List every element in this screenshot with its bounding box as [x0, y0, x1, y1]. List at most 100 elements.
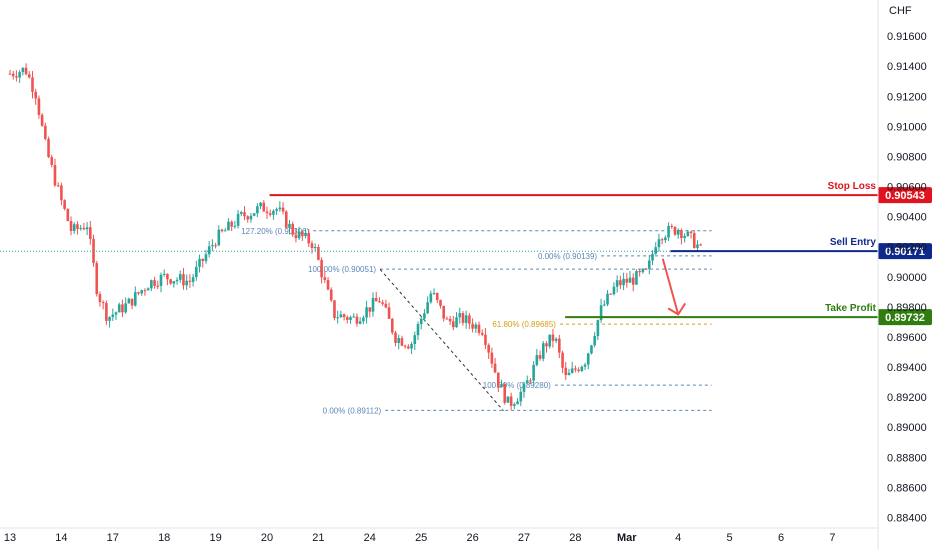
- x-tick-label: 7: [829, 532, 835, 544]
- candle-body: [188, 280, 192, 282]
- candle-body: [468, 315, 471, 324]
- y-tick-label: 0.88600: [887, 482, 927, 494]
- candle-body: [8, 73, 12, 75]
- candle-body: [419, 318, 423, 325]
- candle-body: [545, 343, 548, 347]
- candle-body: [166, 273, 169, 280]
- candle-body: [297, 231, 301, 239]
- candle-body: [654, 247, 658, 254]
- candle-body: [429, 293, 433, 303]
- candle-body: [561, 352, 564, 368]
- candle-body: [590, 345, 593, 354]
- price-badge-label: 0.90171: [885, 246, 925, 258]
- candle-body: [346, 317, 349, 320]
- candle-body: [284, 211, 288, 228]
- candle-body: [326, 280, 330, 290]
- candle-body: [333, 300, 336, 319]
- candle-body: [503, 384, 507, 403]
- candle-body: [525, 380, 529, 384]
- candle-body: [101, 302, 105, 304]
- candle-body: [37, 98, 41, 115]
- candle-body: [304, 232, 307, 237]
- y-tick-label: 0.89800: [887, 302, 927, 314]
- fib-level-label: 0.00% (0.90139): [538, 252, 597, 261]
- candle-body: [673, 226, 677, 235]
- x-tick-label: 4: [675, 532, 681, 544]
- x-tick-label: 25: [415, 532, 427, 544]
- candle-body: [127, 298, 131, 304]
- y-tick-label: 0.91600: [887, 31, 927, 43]
- candle-body: [262, 202, 266, 212]
- candle-body: [69, 221, 73, 231]
- candle-body: [535, 355, 539, 365]
- y-tick-label: 0.90600: [887, 182, 927, 194]
- price-badge: [878, 309, 932, 326]
- candle-body: [593, 336, 596, 346]
- candle-body: [143, 290, 147, 292]
- candle-body: [442, 305, 445, 319]
- x-tick-label: Mar: [617, 532, 637, 544]
- candle-body: [426, 302, 429, 314]
- candle-body: [606, 293, 609, 305]
- trade-levels: Stop Loss 0.90543 Sell Entry 0.90171 Take Pr…: [0, 181, 932, 326]
- x-tick-label: 6: [778, 532, 784, 544]
- candle-body: [683, 235, 686, 239]
- candle-body: [506, 396, 510, 403]
- candle-body: [532, 364, 535, 381]
- candle-body: [223, 230, 227, 232]
- candle-body: [259, 202, 262, 207]
- candle-body: [381, 302, 384, 304]
- candle-body: [137, 292, 140, 294]
- candle-body: [558, 338, 561, 353]
- candle-body: [336, 317, 339, 319]
- projection-arrow: [661, 258, 680, 315]
- candle-body: [227, 221, 230, 231]
- candle-body: [609, 293, 613, 295]
- candle-body: [564, 367, 568, 376]
- candle-body: [130, 298, 134, 306]
- candle-body: [551, 334, 555, 341]
- candle-body: [484, 334, 487, 345]
- candle-body: [529, 380, 532, 382]
- x-tick-label: 5: [727, 532, 733, 544]
- candle-body: [349, 317, 352, 320]
- trade-level-name: Stop Loss: [828, 181, 877, 192]
- x-tick-label: 18: [158, 532, 170, 544]
- candle-body: [24, 67, 28, 75]
- candle-body: [403, 345, 407, 347]
- candle-body: [191, 277, 195, 282]
- candle-body: [400, 338, 404, 346]
- candle-body: [416, 324, 420, 336]
- fib-level-label: 127.20% (0.90306): [241, 227, 309, 236]
- candle-body: [439, 300, 442, 306]
- candle-body: [394, 332, 397, 343]
- candle-body: [680, 230, 683, 239]
- candle-body: [500, 384, 503, 388]
- candle-body: [516, 401, 519, 405]
- candle-body: [329, 289, 333, 301]
- y-tick-label: 0.90000: [887, 272, 927, 284]
- candle-body: [548, 334, 551, 347]
- candle-body: [294, 234, 298, 239]
- candle-body: [480, 332, 484, 335]
- candle-body: [320, 259, 323, 278]
- candle-body: [44, 125, 47, 139]
- candle-body: [121, 304, 124, 313]
- candle-body: [410, 344, 413, 349]
- candle-body: [541, 343, 545, 359]
- x-tick-label: 28: [569, 532, 581, 544]
- candle-body: [275, 209, 278, 211]
- candle-body: [490, 352, 494, 364]
- candle-body: [615, 280, 619, 287]
- candle-body: [233, 225, 237, 227]
- candle-body: [185, 280, 188, 286]
- candle-body: [214, 245, 217, 247]
- candle-body: [89, 227, 92, 239]
- x-axis: 13 14 17 18 19 20 21 24 25 26 27 28 Mar 4 5 6 7: [0, 527, 878, 544]
- candle-body: [577, 369, 580, 371]
- candle-body: [124, 303, 127, 313]
- candle-body: [301, 231, 304, 237]
- candle-body: [204, 254, 208, 262]
- candle-body: [445, 318, 449, 320]
